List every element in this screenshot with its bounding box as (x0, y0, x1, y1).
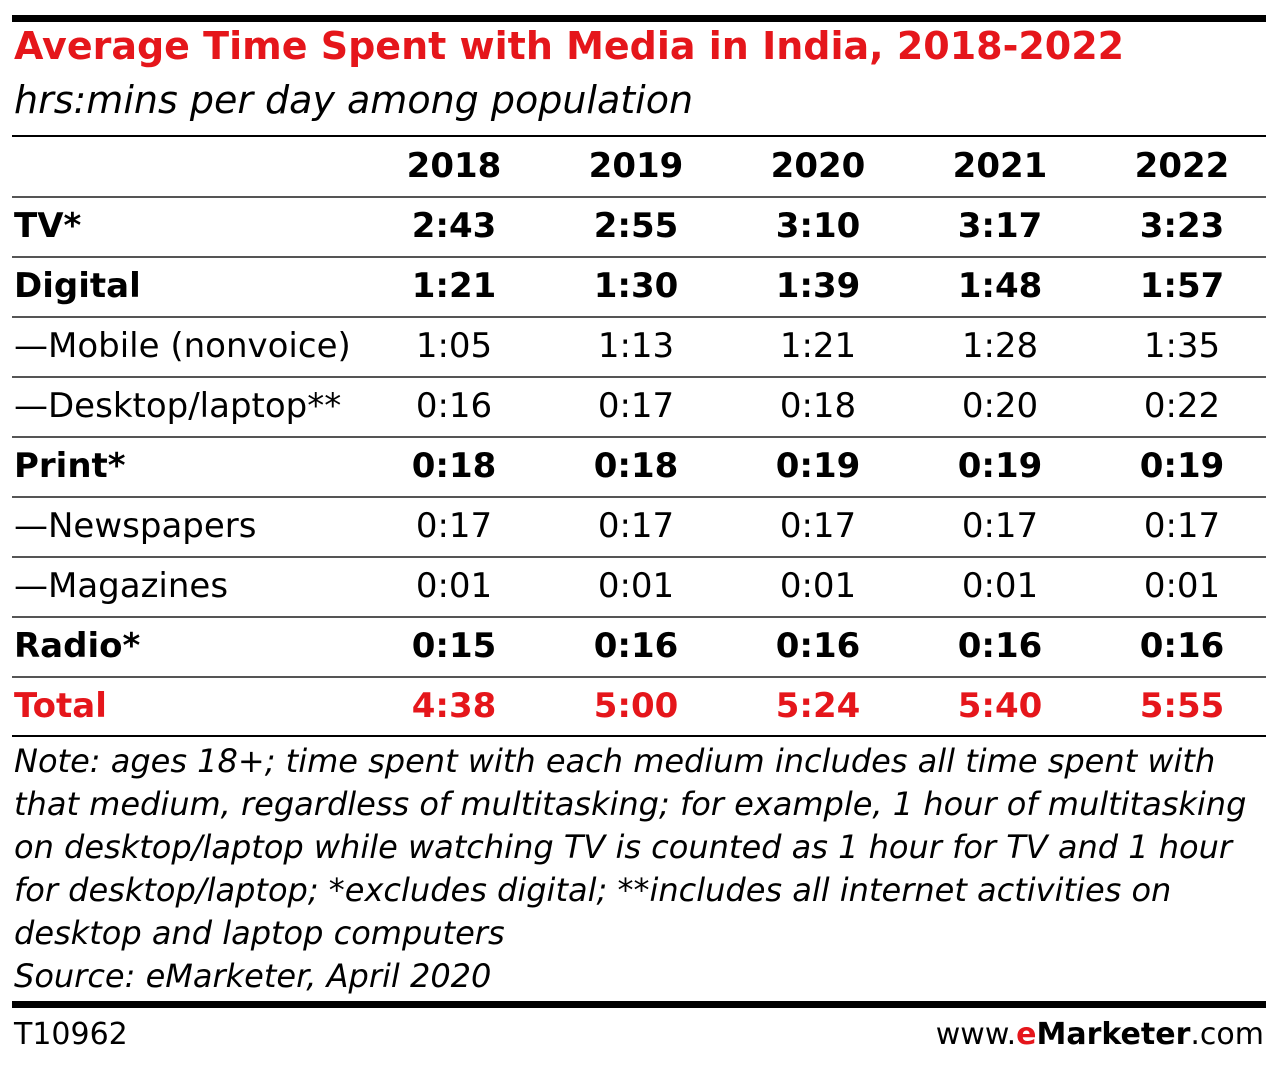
table-bottom-rule (12, 735, 1266, 737)
column-header-2020: 2020 (770, 146, 866, 186)
data-cell: 0:16 (593, 626, 679, 666)
row-label: —Newspapers (14, 506, 257, 546)
table-row: Print* 0:18 0:18 0:19 0:19 0:19 (12, 436, 1266, 496)
data-cell: 0:16 (957, 626, 1043, 666)
chart-title: Average Time Spent with Media in India, … (14, 24, 1125, 68)
row-divider (12, 496, 1266, 498)
data-cell: 0:17 (597, 506, 675, 546)
data-cell: 0:01 (415, 566, 493, 606)
data-cell: 0:18 (779, 386, 857, 426)
note-line: desktop and laptop computers (14, 914, 505, 952)
data-cell: 0:01 (961, 566, 1039, 606)
row-divider (12, 376, 1266, 378)
brand-name: Marketer (1036, 1017, 1191, 1052)
data-cell: 0:17 (1143, 506, 1221, 546)
data-cell: 2:43 (411, 206, 497, 246)
note-line: Note: ages 18+; time spent with each med… (14, 742, 1216, 780)
data-cell: 0:01 (1143, 566, 1221, 606)
table-row: Digital 1:21 1:30 1:39 1:48 1:57 (12, 256, 1266, 316)
note-line: for desktop/laptop; *excludes digital; *… (14, 871, 1172, 909)
brand-url[interactable]: www.eMarketer.com (936, 1017, 1264, 1052)
header-rule (12, 135, 1266, 137)
column-header-2021: 2021 (952, 146, 1048, 186)
data-cell: 5:55 (1139, 686, 1225, 726)
chart-subtitle: hrs:mins per day among population (14, 78, 694, 122)
source-line: Source: eMarketer, April 2020 (14, 957, 492, 995)
data-cell: 1:21 (411, 266, 497, 306)
column-header-2019: 2019 (588, 146, 684, 186)
column-header-2018: 2018 (406, 146, 502, 186)
data-cell: 0:16 (1139, 626, 1225, 666)
row-divider (12, 196, 1266, 198)
data-cell: 0:19 (957, 446, 1043, 486)
data-cell: 1:30 (593, 266, 679, 306)
data-cell: 1:57 (1139, 266, 1225, 306)
data-cell: 0:01 (779, 566, 857, 606)
row-label: —Mobile (nonvoice) (14, 326, 351, 366)
table-row: —Mobile (nonvoice) 1:05 1:13 1:21 1:28 1:35 (12, 316, 1266, 376)
data-cell: 1:21 (779, 326, 857, 366)
data-cell: 0:18 (593, 446, 679, 486)
bottom-rule (12, 1001, 1266, 1008)
row-label: Radio* (14, 626, 141, 666)
row-divider (12, 616, 1266, 618)
data-cell: 0:19 (1139, 446, 1225, 486)
chart-note: Note: ages 18+; time spent with each med… (14, 740, 1274, 998)
row-label: Print* (14, 446, 126, 486)
data-cell: 0:17 (415, 506, 493, 546)
data-cell: 4:38 (411, 686, 497, 726)
data-cell: 0:18 (411, 446, 497, 486)
data-cell: 0:16 (415, 386, 493, 426)
row-label: TV* (14, 206, 82, 246)
row-label: —Desktop/laptop** (14, 386, 342, 426)
data-cell: 0:17 (779, 506, 857, 546)
table-header-row: 2018 2019 2020 2021 2022 (12, 136, 1266, 196)
data-cell: 0:01 (597, 566, 675, 606)
table-row: —Newspapers 0:17 0:17 0:17 0:17 0:17 (12, 496, 1266, 556)
row-divider (12, 256, 1266, 258)
data-cell: 0:15 (411, 626, 497, 666)
data-cell: 5:00 (593, 686, 679, 726)
data-cell: 3:23 (1139, 206, 1225, 246)
row-label: Total (14, 686, 107, 726)
data-cell: 0:17 (961, 506, 1039, 546)
data-cell: 2:55 (593, 206, 679, 246)
data-cell: 1:05 (415, 326, 493, 366)
table-row: Total 4:38 5:00 5:24 5:40 5:55 (12, 676, 1266, 736)
data-cell: 5:40 (957, 686, 1043, 726)
data-cell: 5:24 (775, 686, 861, 726)
row-divider (12, 676, 1266, 678)
data-cell: 0:22 (1143, 386, 1221, 426)
table-row: —Desktop/laptop** 0:16 0:17 0:18 0:20 0:22 (12, 376, 1266, 436)
brand-prefix: www. (935, 1017, 1017, 1052)
data-cell: 0:19 (775, 446, 861, 486)
row-label: —Magazines (14, 566, 229, 606)
row-divider (12, 556, 1266, 558)
table-row: —Magazines 0:01 0:01 0:01 0:01 0:01 (12, 556, 1266, 616)
chart-id: T10962 (14, 1017, 128, 1052)
data-cell: 1:39 (775, 266, 861, 306)
data-cell: 3:10 (775, 206, 861, 246)
table-row: Radio* 0:15 0:16 0:16 0:16 0:16 (12, 616, 1266, 676)
data-cell: 0:20 (961, 386, 1039, 426)
note-line: that medium, regardless of multitasking;… (14, 785, 1247, 823)
data-cell: 1:48 (957, 266, 1043, 306)
data-cell: 0:17 (597, 386, 675, 426)
table-row: TV* 2:43 2:55 3:10 3:17 3:23 (12, 196, 1266, 256)
data-cell: 1:35 (1143, 326, 1221, 366)
data-cell: 1:13 (597, 326, 675, 366)
note-line: on desktop/laptop while watching TV is c… (14, 828, 1233, 866)
data-cell: 1:28 (961, 326, 1039, 366)
data-cell: 0:16 (775, 626, 861, 666)
brand-e: e (1016, 1017, 1037, 1052)
row-label: Digital (14, 266, 141, 306)
column-header-2022: 2022 (1134, 146, 1230, 186)
data-cell: 3:17 (957, 206, 1043, 246)
brand-suffix: .com (1190, 1017, 1264, 1052)
row-divider (12, 436, 1266, 438)
top-rule (12, 15, 1266, 22)
row-divider (12, 316, 1266, 318)
